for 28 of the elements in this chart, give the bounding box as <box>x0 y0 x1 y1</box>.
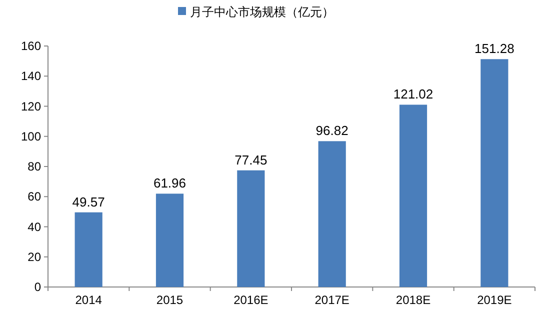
bar <box>318 141 346 287</box>
x-tick-label: 2018E <box>396 293 431 307</box>
y-tick-label: 140 <box>20 69 42 84</box>
data-label: 77.45 <box>234 152 268 168</box>
bar <box>74 212 102 287</box>
y-tick-label: 160 <box>20 39 42 53</box>
x-tick-label: 2014 <box>75 293 102 307</box>
y-tick-label: 0 <box>34 280 42 294</box>
y-tick-label: 120 <box>20 99 42 114</box>
bar <box>480 59 508 287</box>
bar <box>237 170 265 287</box>
y-tick-label: 40 <box>28 220 42 234</box>
bar <box>156 194 184 287</box>
data-label: 121.02 <box>393 86 434 102</box>
data-label: 61.96 <box>153 176 186 191</box>
y-tick-label: 100 <box>20 129 42 144</box>
data-label: 96.82 <box>316 123 348 138</box>
y-tick-label: 60 <box>28 190 42 204</box>
x-tick-label: 2017E <box>314 293 350 307</box>
y-tick-label: 20 <box>28 250 42 264</box>
bar <box>399 104 428 287</box>
data-label: 151.28 <box>474 41 514 56</box>
legend-label: 月子中心市场规模（亿元） <box>190 5 334 19</box>
x-tick-label: 2015 <box>156 293 184 307</box>
x-tick-label: 2016E <box>234 293 268 307</box>
data-label: 49.57 <box>72 194 105 210</box>
y-tick-label: 80 <box>28 160 42 174</box>
x-tick-label: 2019E <box>477 293 512 307</box>
